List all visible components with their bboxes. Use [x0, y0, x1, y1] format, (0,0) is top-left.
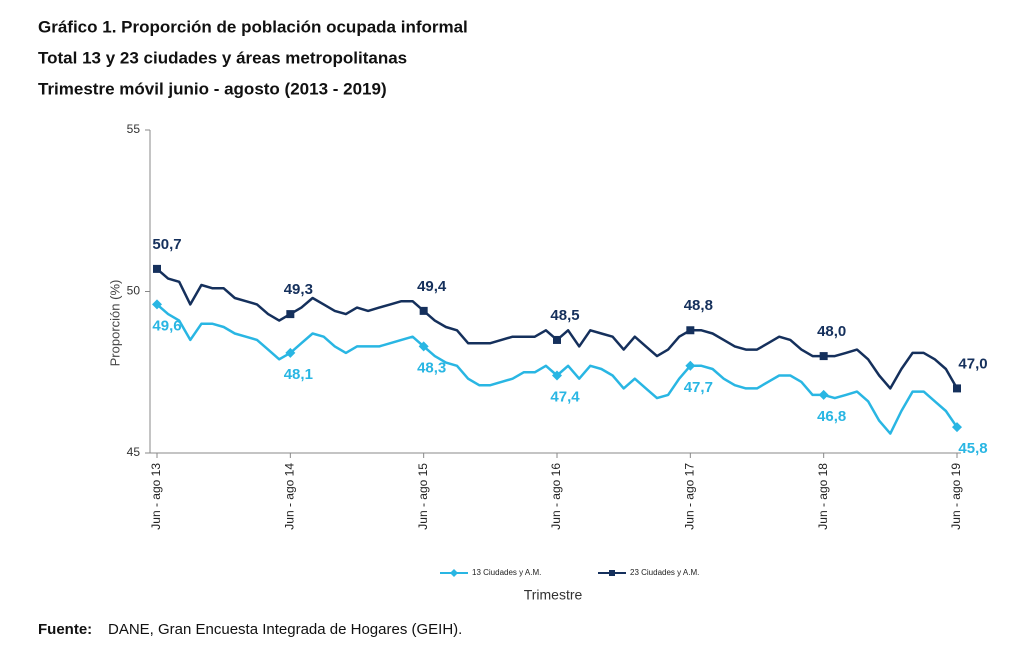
chart-subtitle: Total 13 y 23 ciudades y áreas metropoli… — [38, 48, 407, 67]
data-label: 50,7 — [152, 236, 181, 253]
marker — [686, 326, 695, 335]
data-label: 47,0 — [958, 355, 987, 372]
marker — [819, 352, 828, 361]
data-label: 48,0 — [817, 323, 846, 340]
marker — [152, 299, 162, 310]
x-tick-label: Jun - ago 17 — [683, 463, 697, 530]
data-label: 49,6 — [152, 317, 181, 334]
data-label: 48,3 — [417, 359, 446, 376]
legend-label: 13 Ciudades y A.M. — [472, 568, 541, 577]
marker — [818, 389, 829, 400]
chart-subtitle: Trimestre móvil junio - agosto (2013 - 2… — [38, 79, 387, 98]
marker — [419, 306, 428, 315]
marker — [153, 264, 161, 273]
data-label: 47,4 — [550, 388, 580, 405]
x-axis-title: Trimestre — [524, 587, 583, 603]
marker — [552, 370, 562, 381]
data-label: 46,8 — [817, 408, 846, 425]
x-tick-label: Jun - ago 18 — [816, 463, 830, 530]
data-label: 49,4 — [417, 278, 447, 295]
x-tick-label: Jun - ago 16 — [549, 463, 563, 530]
marker — [418, 341, 429, 352]
data-label: 49,3 — [284, 281, 313, 298]
data-label: 48,1 — [284, 366, 313, 383]
marker — [953, 384, 961, 393]
y-tick-label: 50 — [127, 284, 141, 298]
data-label: 48,5 — [550, 307, 579, 324]
legend-marker — [609, 570, 615, 576]
data-label: 45,8 — [958, 440, 987, 457]
marker — [285, 347, 296, 358]
marker — [286, 310, 295, 319]
source-label: Fuente: — [38, 621, 92, 638]
y-tick-label: 55 — [127, 122, 141, 136]
y-tick-label: 45 — [127, 445, 141, 459]
legend-marker — [450, 569, 458, 577]
source-text: DANE, Gran Encuesta Integrada de Hogares… — [108, 621, 462, 638]
data-label: 48,8 — [684, 297, 713, 314]
marker — [553, 335, 561, 344]
marker — [952, 422, 962, 433]
data-label: 47,7 — [684, 379, 713, 396]
chart-title: Gráfico 1. Proporción de población ocupa… — [38, 17, 468, 36]
x-tick-label: Jun - ago 13 — [149, 463, 163, 530]
x-tick-label: Jun - ago 15 — [416, 463, 430, 530]
x-tick-label: Jun - ago 14 — [283, 463, 297, 530]
marker — [685, 360, 696, 371]
legend-label: 23 Ciudades y A.M. — [630, 568, 699, 577]
y-axis-title: Proporción (%) — [107, 280, 122, 367]
x-tick-label: Jun - ago 19 — [949, 463, 963, 530]
